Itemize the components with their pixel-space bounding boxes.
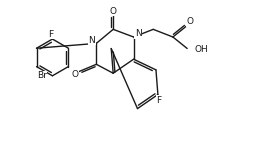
Text: OH: OH — [194, 45, 208, 54]
Text: F: F — [49, 30, 54, 39]
Text: F: F — [157, 96, 162, 105]
Text: O: O — [110, 7, 117, 16]
Text: N: N — [135, 29, 142, 38]
Text: O: O — [187, 17, 194, 26]
Text: O: O — [71, 70, 78, 78]
Text: Br: Br — [37, 71, 47, 80]
Text: N: N — [88, 36, 95, 45]
